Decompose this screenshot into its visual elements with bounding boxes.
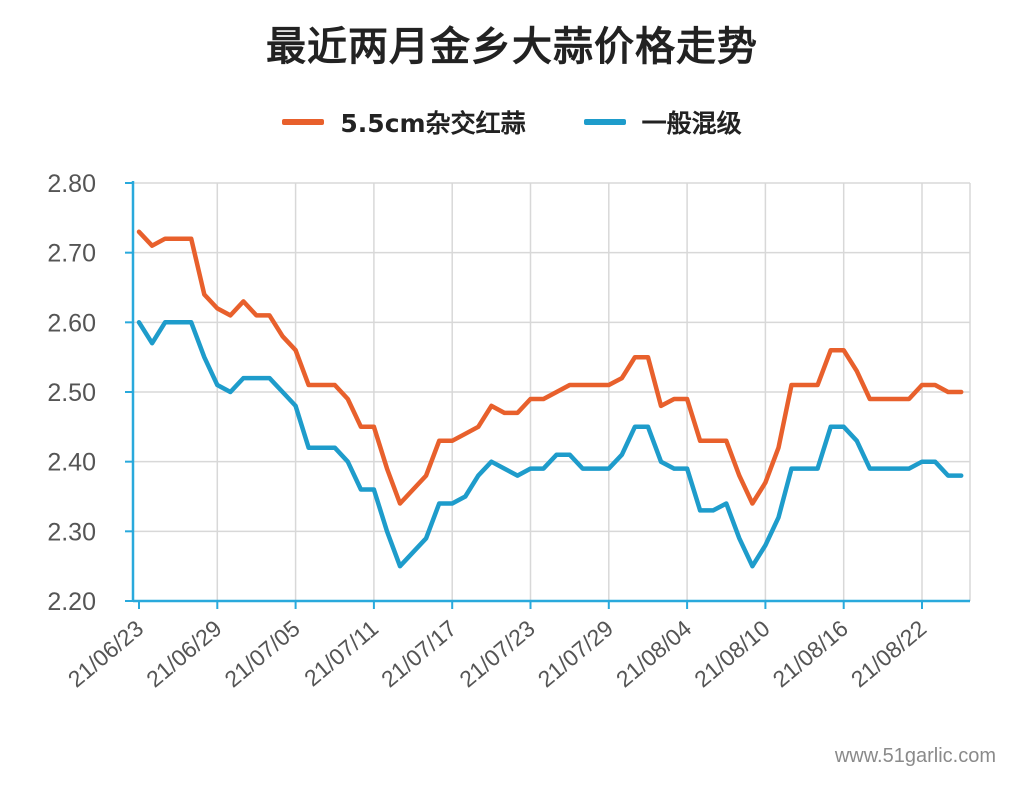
- x-tick-label: 21/07/05: [220, 615, 305, 692]
- y-tick-label: 2.50: [47, 379, 96, 407]
- x-tick-label: 21/06/23: [63, 615, 148, 692]
- y-tick-label: 2.30: [47, 518, 96, 546]
- chart-title: 最近两月金乡大蒜价格走势: [266, 24, 758, 70]
- y-tick-label: 2.70: [47, 240, 96, 268]
- y-tick-label: 2.80: [47, 170, 96, 198]
- series-line-2: [136, 320, 964, 569]
- x-tick-label: 21/08/10: [689, 615, 774, 692]
- x-tick-label: 21/07/17: [376, 615, 461, 692]
- legend: 5.5cm杂交红蒜 一般混级: [0, 104, 1024, 140]
- x-tick-label: 21/07/23: [454, 615, 539, 692]
- series-line-1: [136, 229, 964, 506]
- legend-label-series-2: 一般混级: [641, 109, 742, 138]
- x-tick-label: 21/08/04: [611, 615, 696, 693]
- legend-label-series-1: 5.5cm杂交红蒜: [340, 109, 526, 138]
- watermark: www.51garlic.com: [834, 745, 996, 767]
- x-tick-label: 21/06/29: [141, 615, 226, 692]
- legend-item-series-1[interactable]: 5.5cm杂交红蒜: [282, 104, 526, 140]
- x-tick-label: 21/08/22: [846, 615, 931, 692]
- y-tick-label: 2.60: [47, 309, 96, 337]
- legend-swatch-series-1: [282, 119, 325, 125]
- x-tick-label: 21/08/16: [768, 615, 853, 692]
- legend-item-series-2[interactable]: 一般混级: [583, 104, 742, 140]
- x-tick-label: 21/07/11: [299, 615, 383, 691]
- x-tick-label: 21/07/29: [533, 615, 618, 692]
- y-tick-label: 2.20: [47, 588, 96, 616]
- y-tick-label: 2.40: [47, 449, 96, 477]
- legend-swatch-series-2: [583, 119, 626, 125]
